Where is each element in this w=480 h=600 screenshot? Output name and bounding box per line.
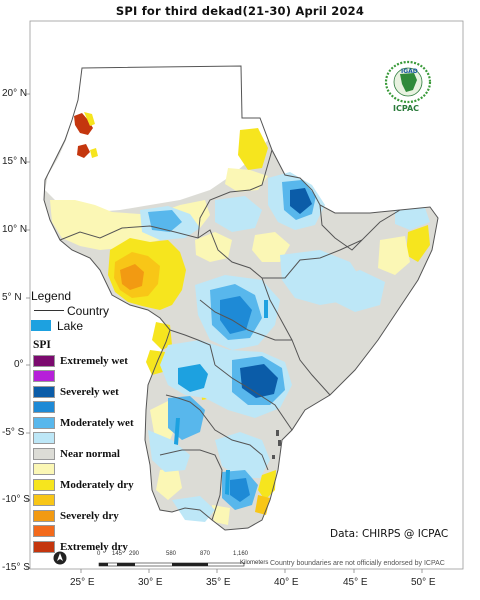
scale-label: 1,160 (233, 551, 249, 557)
spi-legend-title: SPI (33, 339, 51, 351)
scale-label: 0 (97, 551, 101, 557)
lat-label-15s: -15° S (2, 562, 30, 573)
spi-class-label: Severely wet (60, 385, 119, 398)
spi-class-row (33, 369, 134, 385)
lon-label-40e: 40° E (274, 577, 299, 588)
lon-label-45e: 45° E (343, 577, 368, 588)
spi-swatch (33, 354, 55, 367)
spi-class-row: Moderately wet (33, 415, 134, 431)
spi-class-row (33, 431, 134, 447)
legend: Legend Country Lake (31, 289, 191, 333)
lon-label-30e: 30° E (138, 577, 163, 588)
spi-class-label: Severely dry (60, 509, 119, 522)
dry-patches (50, 128, 430, 525)
lat-label-20n: 20° N (2, 88, 28, 99)
logo-text: ICPAC (393, 104, 420, 113)
data-credit: Data: CHIRPS @ ICPAC (330, 528, 449, 540)
legend-lake-label: Lake (57, 318, 84, 333)
map-title: SPI for third dekad(21-30) April 2024 (115, 4, 365, 18)
spi-class-row (33, 524, 134, 540)
disclaimer: Country boundaries are not officially en… (270, 560, 445, 567)
scale-label: 290 (129, 551, 140, 557)
igad-icpac-logo: IGAD (384, 60, 432, 104)
legend-lake-row: Lake (31, 318, 191, 333)
country-borders (43, 65, 439, 531)
lake-victoria (178, 364, 208, 392)
scale-bar-graphic (98, 562, 245, 567)
spi-class-row: Severely dry (33, 508, 134, 524)
islands (272, 430, 281, 459)
spi-swatch (33, 385, 55, 398)
scale-label: 145 (112, 551, 123, 557)
spi-class-row: Near normal (33, 446, 134, 462)
lat-label-10n: 10° N (2, 224, 28, 235)
spi-class-label: Extremely wet (60, 354, 128, 367)
spi-swatch (33, 540, 55, 553)
lat-label-0: 0° (14, 359, 24, 370)
map-frame (29, 20, 464, 570)
scale-label: 580 (166, 551, 177, 557)
desert-blank (45, 66, 268, 212)
spi-class-row (33, 400, 134, 416)
legend-country-row: Country (31, 303, 191, 318)
north-arrow-icon (53, 551, 67, 565)
spi-class-label: Near normal (60, 447, 120, 460)
spi-swatch (33, 370, 55, 383)
spi-class-label: Moderately dry (60, 478, 134, 491)
legend-title: Legend (31, 289, 72, 303)
spi-class-row: Extremely dry (33, 539, 134, 555)
lake-tanganyika (174, 418, 180, 445)
spi-class-row: Moderately dry (33, 477, 134, 493)
spi-class-row: Severely wet (33, 384, 134, 400)
north-dry-dots (74, 112, 98, 158)
wet-patches (140, 172, 430, 522)
scale-label: 870 (200, 551, 211, 557)
lon-label-25e: 25° E (70, 577, 95, 588)
spi-swatch (33, 478, 55, 491)
spi-class-row: Extremely wet (33, 353, 134, 369)
spi-swatch (33, 432, 55, 445)
lon-label-35e: 35° E (206, 577, 231, 588)
legend-country-label: Country (67, 303, 110, 318)
spi-swatch (33, 494, 55, 507)
spi-swatch (33, 447, 55, 460)
scale-bar: 0 145 290 580 870 1,160 Kilometers (95, 551, 268, 578)
spi-swatch (33, 463, 55, 476)
lat-label-5s: -5° S (2, 427, 25, 438)
lakes (174, 300, 268, 495)
country-line-swatch (34, 310, 64, 311)
lat-label-10s: -10° S (2, 494, 30, 505)
lake-turkana (264, 300, 268, 318)
spi-class-label: Extremely dry (60, 540, 128, 553)
lake-malawi (225, 470, 230, 495)
spi-swatch (33, 509, 55, 522)
spi-class-row (33, 493, 134, 509)
spi-class-label: Moderately wet (60, 416, 134, 429)
lat-ticks (26, 93, 30, 569)
spi-legend-list: Extremely wet Severely wet Moderately we… (33, 353, 134, 555)
spi-swatch (33, 401, 55, 414)
scale-unit: Kilometers (240, 560, 269, 566)
lon-ticks (80, 569, 423, 573)
lake-swatch (31, 320, 51, 331)
lat-label-15n: 15° N (2, 156, 28, 167)
spi-swatch (33, 525, 55, 538)
spi-swatch (33, 416, 55, 429)
svg-text:IGAD: IGAD (401, 68, 418, 75)
spi-class-row (33, 462, 134, 478)
lon-label-50e: 50° E (411, 577, 436, 588)
lat-label-5n: 5° N (2, 292, 22, 303)
